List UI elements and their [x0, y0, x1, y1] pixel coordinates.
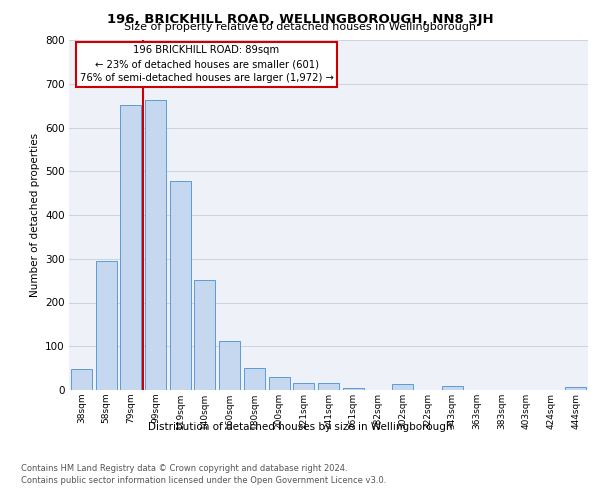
- Bar: [442, 386, 463, 390]
- Bar: [343, 388, 364, 390]
- Bar: [71, 369, 92, 390]
- Text: Contains public sector information licensed under the Open Government Licence v3: Contains public sector information licen…: [21, 476, 386, 485]
- Y-axis label: Number of detached properties: Number of detached properties: [29, 133, 40, 297]
- Bar: [95, 261, 116, 390]
- Text: Size of property relative to detached houses in Wellingborough: Size of property relative to detached ho…: [124, 22, 476, 32]
- Text: 196 BRICKHILL ROAD: 89sqm
← 23% of detached houses are smaller (601)
76% of semi: 196 BRICKHILL ROAD: 89sqm ← 23% of detac…: [80, 46, 334, 84]
- Bar: [565, 387, 586, 390]
- Text: Contains HM Land Registry data © Crown copyright and database right 2024.: Contains HM Land Registry data © Crown c…: [21, 464, 347, 473]
- Bar: [244, 368, 265, 390]
- Bar: [293, 382, 314, 390]
- Bar: [392, 384, 413, 390]
- Bar: [219, 340, 240, 390]
- Bar: [120, 105, 141, 390]
- Bar: [145, 100, 166, 390]
- Text: 196, BRICKHILL ROAD, WELLINGBOROUGH, NN8 3JH: 196, BRICKHILL ROAD, WELLINGBOROUGH, NN8…: [107, 12, 493, 26]
- Bar: [269, 377, 290, 390]
- Bar: [170, 182, 191, 390]
- Text: Distribution of detached houses by size in Wellingborough: Distribution of detached houses by size …: [148, 422, 452, 432]
- Bar: [194, 280, 215, 390]
- Bar: [318, 384, 339, 390]
